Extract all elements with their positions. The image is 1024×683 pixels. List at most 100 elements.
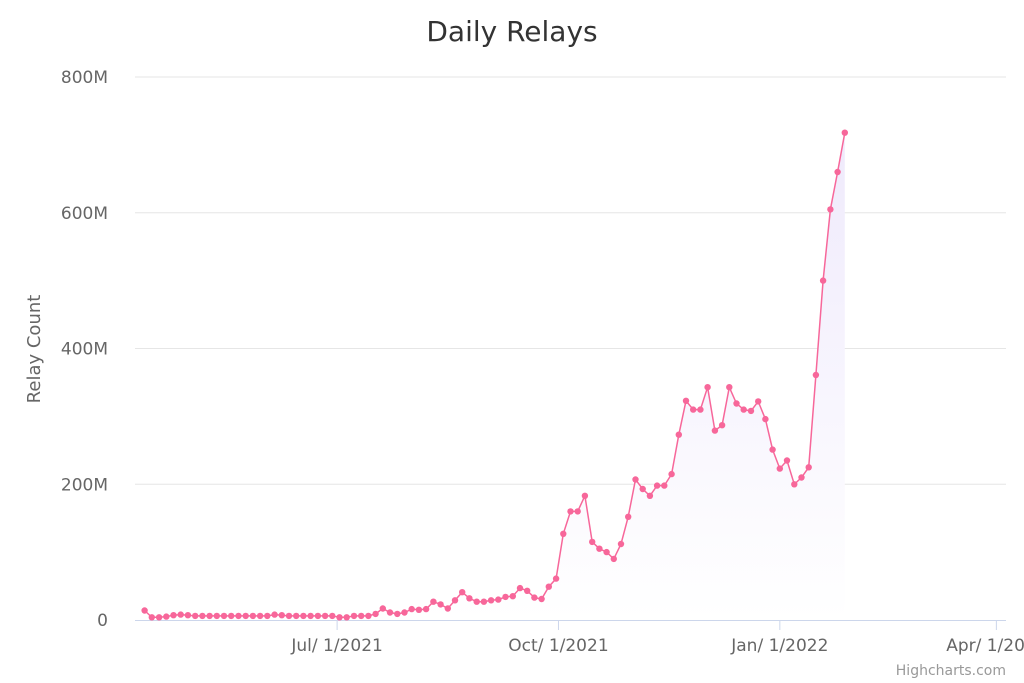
data-point[interactable]	[610, 555, 617, 563]
data-point[interactable]	[256, 612, 264, 620]
data-point[interactable]	[841, 129, 848, 136]
data-point[interactable]	[459, 589, 466, 596]
data-point[interactable]	[502, 593, 509, 601]
y-axis-ticks: 0 200M 400M 600M 800M	[61, 68, 108, 631]
data-point[interactable]	[350, 612, 358, 620]
data-point[interactable]	[632, 476, 639, 483]
data-point[interactable]	[762, 415, 769, 423]
data-point[interactable]	[199, 612, 206, 620]
data-point[interactable]	[206, 612, 213, 620]
data-point[interactable]	[690, 406, 697, 413]
data-point[interactable]	[545, 583, 552, 590]
data-point[interactable]	[769, 446, 776, 453]
data-point[interactable]	[704, 384, 711, 391]
data-point[interactable]	[336, 614, 343, 621]
data-point[interactable]	[386, 609, 394, 616]
data-point[interactable]	[163, 613, 170, 620]
data-point[interactable]	[307, 612, 314, 620]
data-point[interactable]	[213, 612, 220, 620]
data-point[interactable]	[300, 612, 307, 620]
data-point[interactable]	[192, 612, 199, 620]
data-point[interactable]	[603, 548, 610, 556]
data-point[interactable]	[184, 612, 192, 619]
data-point[interactable]	[422, 605, 430, 613]
data-point[interactable]	[249, 612, 257, 620]
data-point[interactable]	[293, 612, 300, 620]
data-point[interactable]	[170, 612, 177, 619]
data-point[interactable]	[372, 610, 379, 618]
data-point[interactable]	[415, 606, 423, 613]
data-point[interactable]	[285, 612, 293, 620]
data-point[interactable]	[740, 406, 747, 413]
data-point[interactable]	[776, 465, 783, 472]
data-point[interactable]	[271, 611, 278, 618]
data-point[interactable]	[798, 474, 805, 481]
data-point[interactable]	[827, 206, 834, 213]
data-point[interactable]	[264, 612, 271, 620]
data-point[interactable]	[177, 611, 184, 618]
data-point[interactable]	[596, 545, 603, 552]
data-point[interactable]	[394, 610, 401, 618]
data-point[interactable]	[625, 513, 632, 520]
data-point[interactable]	[834, 168, 841, 176]
data-point[interactable]	[733, 400, 740, 407]
data-point[interactable]	[675, 431, 682, 438]
data-point[interactable]	[567, 508, 574, 515]
data-point[interactable]	[682, 397, 690, 404]
data-point[interactable]	[358, 612, 365, 620]
data-point[interactable]	[430, 598, 437, 605]
data-point[interactable]	[235, 612, 242, 620]
data-point[interactable]	[581, 492, 589, 499]
data-point[interactable]	[755, 398, 762, 405]
data-point[interactable]	[783, 457, 791, 464]
data-point[interactable]	[148, 614, 155, 621]
data-point[interactable]	[747, 407, 755, 415]
data-point[interactable]	[314, 612, 322, 620]
data-point[interactable]	[697, 406, 704, 413]
data-point[interactable]	[242, 612, 249, 620]
data-point[interactable]	[524, 587, 531, 594]
data-point[interactable]	[155, 614, 163, 621]
data-point[interactable]	[646, 492, 654, 499]
data-point[interactable]	[812, 371, 820, 379]
data-point[interactable]	[141, 607, 148, 614]
data-point[interactable]	[653, 482, 661, 489]
data-point[interactable]	[639, 485, 646, 493]
data-point[interactable]	[480, 598, 488, 605]
data-point[interactable]	[451, 597, 459, 604]
data-point[interactable]	[321, 612, 329, 620]
data-point[interactable]	[560, 530, 567, 537]
data-point[interactable]	[365, 612, 372, 620]
data-point[interactable]	[668, 470, 675, 478]
data-point[interactable]	[437, 601, 444, 608]
data-point[interactable]	[617, 540, 625, 548]
data-point[interactable]	[278, 612, 285, 619]
data-point[interactable]	[718, 422, 726, 429]
data-point[interactable]	[726, 384, 733, 391]
credits-link[interactable]: Highcharts.com	[896, 663, 1006, 679]
data-point[interactable]	[574, 508, 581, 515]
data-point[interactable]	[791, 481, 798, 488]
data-point[interactable]	[220, 612, 228, 620]
data-point[interactable]	[444, 605, 451, 612]
data-point[interactable]	[552, 575, 560, 582]
data-point[interactable]	[379, 605, 386, 612]
data-point[interactable]	[538, 595, 545, 603]
data-point[interactable]	[228, 612, 235, 620]
data-point[interactable]	[487, 597, 495, 604]
data-point[interactable]	[495, 596, 502, 603]
data-point[interactable]	[516, 584, 524, 592]
data-point[interactable]	[473, 598, 480, 605]
data-point[interactable]	[589, 538, 596, 546]
data-point[interactable]	[466, 595, 473, 602]
data-point[interactable]	[401, 609, 408, 616]
data-point[interactable]	[509, 593, 516, 600]
data-point[interactable]	[329, 612, 336, 620]
data-point[interactable]	[343, 614, 350, 621]
data-point[interactable]	[711, 427, 719, 434]
data-point[interactable]	[661, 482, 668, 489]
data-point[interactable]	[819, 277, 827, 284]
data-point[interactable]	[805, 464, 812, 471]
data-point[interactable]	[531, 594, 538, 601]
data-point[interactable]	[408, 605, 415, 613]
